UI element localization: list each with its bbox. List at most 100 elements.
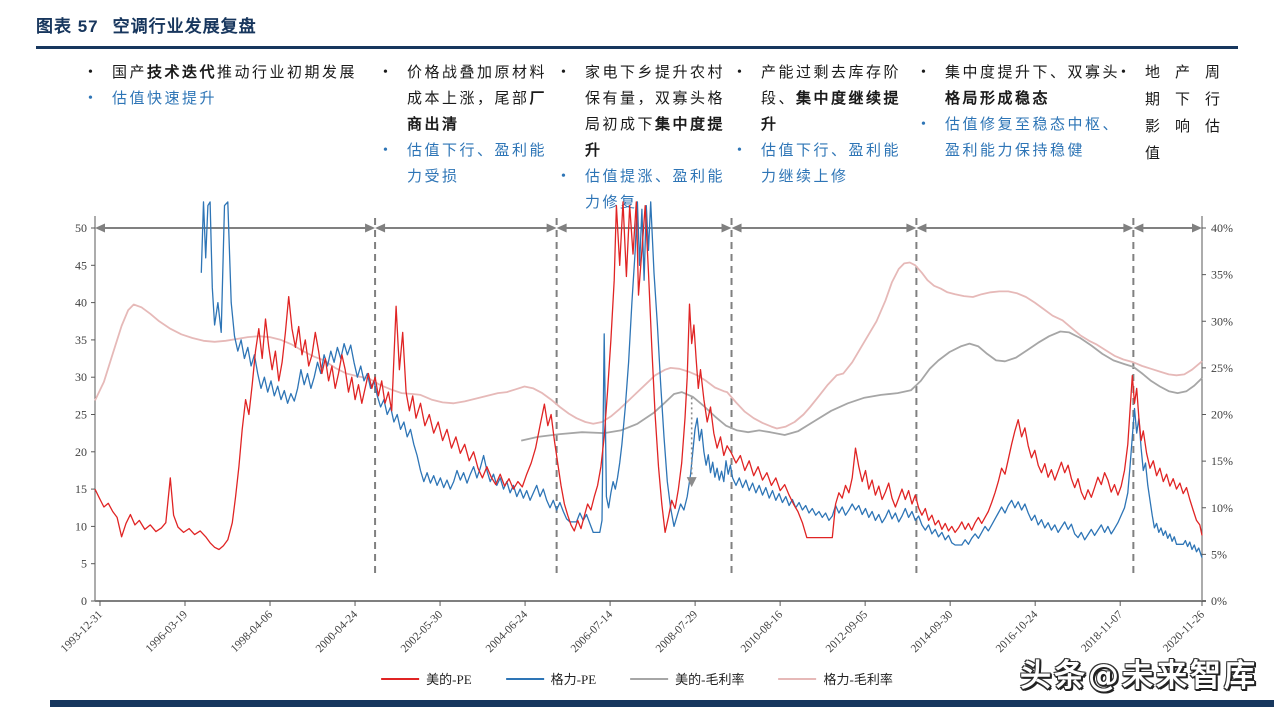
bullet-icon: • xyxy=(88,91,93,106)
legend-item: 格力-PE xyxy=(505,669,597,688)
bullet-icon: • xyxy=(383,143,388,158)
annotation-item: • 家电下乡提升农村保有量，双寡头格局初成下集中度提升 xyxy=(561,60,741,164)
x-tick-label: 2006-07-14 xyxy=(569,608,616,655)
annotation-column-1: • 国产技术迭代推动行业初期发展 • 估值快速提升 xyxy=(88,60,380,112)
annotation-item: • 集中度提升下、双寡头格局形成稳态 xyxy=(921,60,1121,112)
figure-title: 图表 57 空调行业发展复盘 xyxy=(36,12,257,37)
annotation-column-4: • 产能过剩去库存阶段、集中度继续提升 • 估值下行、盈利能力继续上修 xyxy=(737,60,917,190)
legend-label: 美的-PE xyxy=(426,672,472,687)
arrow-left-icon xyxy=(1133,223,1144,233)
y-left-tick-label: 40 xyxy=(75,296,87,310)
y-left-tick-label: 0 xyxy=(81,594,87,608)
arrow-right-icon xyxy=(365,223,376,233)
annotation-item: • 估值提涨、盈利能力修复 xyxy=(561,164,741,216)
annotation-column-5: • 集中度提升下、双寡头格局形成稳态 • 估值修复至稳态中枢、盈利能力保持稳健 xyxy=(921,60,1121,164)
series-midea-margin xyxy=(521,330,1203,442)
annotation-column-2: • 价格战叠加原材料成本上涨，尾部厂商出清 • 估值下行、盈利能力受损 xyxy=(383,60,563,190)
annotation-text: 地产周期下行影响估值 xyxy=(1145,65,1236,162)
annotation-text: 估值下行、盈利能力继续上修 xyxy=(761,143,902,185)
drop-annotation-arrow-icon xyxy=(686,477,697,488)
legend-item: 美的-毛利率 xyxy=(630,669,745,688)
legend-label: 格力-毛利率 xyxy=(823,672,893,687)
x-tick-label: 1998-04-06 xyxy=(229,608,276,655)
annotation-text: 估值下行、盈利能力受损 xyxy=(407,143,548,185)
y-left-tick-label: 50 xyxy=(75,221,87,235)
x-tick-label: 2008-07-29 xyxy=(654,608,701,655)
arrow-right-icon xyxy=(1192,223,1202,233)
bullet-icon: • xyxy=(88,65,93,80)
annotation-item: • 国产技术迭代推动行业初期发展 xyxy=(88,60,380,86)
x-tick-label: 2016-10-24 xyxy=(994,608,1041,655)
y-right-tick-label: 30% xyxy=(1211,314,1233,328)
y-right-tick-label: 25% xyxy=(1211,361,1233,375)
chart-legend: 美的-PE 格力-PE 美的-毛利率 格力-毛利率 xyxy=(381,669,893,688)
y-right-tick-label: 35% xyxy=(1211,268,1233,282)
y-left-tick-label: 15 xyxy=(75,482,87,496)
annotation-text: 估值快速提升 xyxy=(112,91,218,107)
y-left-tick-label: 30 xyxy=(75,370,87,384)
legend-line-swatch xyxy=(778,677,817,680)
y-left-tick-label: 45 xyxy=(75,258,87,272)
y-right-tick-label: 5% xyxy=(1211,547,1227,561)
legend-label: 美的-毛利率 xyxy=(675,672,745,687)
y-left-tick-label: 25 xyxy=(75,408,87,422)
bullet-icon: • xyxy=(921,65,926,80)
x-tick-label: 2002-05-30 xyxy=(399,608,446,655)
arrow-left-icon xyxy=(95,223,105,233)
legend-line-swatch xyxy=(381,677,420,680)
annotation-column-3: • 家电下乡提升农村保有量，双寡头格局初成下集中度提升 • 估值提涨、盈利能力修复 xyxy=(561,60,741,216)
bullet-icon: • xyxy=(561,65,566,80)
bullet-icon: • xyxy=(1121,65,1126,80)
legend-item: 美的-PE xyxy=(381,669,472,688)
bullet-icon: • xyxy=(737,143,742,158)
annotation-item: • 产能过剩去库存阶段、集中度继续提升 xyxy=(737,60,917,138)
x-tick-label: 2020-11-26 xyxy=(1161,608,1207,654)
annotation-item: • 估值下行、盈利能力继续上修 xyxy=(737,138,917,190)
bottom-rule xyxy=(50,700,1274,707)
x-tick-label: 1996-03-19 xyxy=(144,608,191,655)
y-right-tick-label: 0% xyxy=(1211,594,1227,608)
bullet-icon: • xyxy=(561,169,566,184)
bullet-icon: • xyxy=(383,65,388,80)
annotation-text: 估值修复至稳态中枢、盈利能力保持稳健 xyxy=(945,117,1121,159)
figure-title-text: 空调行业发展复盘 xyxy=(112,17,257,36)
arrow-right-icon xyxy=(721,223,732,233)
bullet-icon: • xyxy=(921,117,926,132)
x-tick-label: 2014-09-30 xyxy=(909,608,956,655)
annotation-item: • 价格战叠加原材料成本上涨，尾部厂商出清 xyxy=(383,60,563,138)
x-tick-label: 2012-09-05 xyxy=(824,608,871,655)
annotation-item: • 估值下行、盈利能力受损 xyxy=(383,138,563,190)
arrow-left-icon xyxy=(375,223,386,233)
x-tick-label: 2004-06-24 xyxy=(484,608,531,655)
arrow-right-icon xyxy=(1123,223,1134,233)
annotation-text: 价格战叠加原材料成本上涨，尾部厂商出清 xyxy=(407,65,548,133)
annotation-item: • 地产周期下行影响估值 xyxy=(1121,60,1239,168)
arrow-right-icon xyxy=(546,223,557,233)
annotation-column-6: • 地产周期下行影响估值 xyxy=(1121,60,1239,168)
y-left-tick-label: 10 xyxy=(75,519,87,533)
arrow-left-icon xyxy=(731,223,742,233)
y-right-tick-label: 20% xyxy=(1211,408,1233,422)
annotation-text: 产能过剩去库存阶段、集中度继续提升 xyxy=(761,65,902,133)
legend-line-swatch xyxy=(505,677,544,680)
annotation-text: 集中度提升下、双寡头格局形成稳态 xyxy=(945,65,1121,107)
x-tick-label: 2018-11-07 xyxy=(1079,608,1125,654)
annotation-text: 国产技术迭代推动行业初期发展 xyxy=(112,65,358,81)
arrow-right-icon xyxy=(906,223,917,233)
y-right-tick-label: 40% xyxy=(1211,221,1233,235)
annotation-item: • 估值修复至稳态中枢、盈利能力保持稳健 xyxy=(921,112,1121,164)
y-left-tick-label: 20 xyxy=(75,445,87,459)
y-right-tick-label: 15% xyxy=(1211,454,1233,468)
title-underline xyxy=(36,46,1238,49)
annotation-text: 家电下乡提升农村保有量，双寡头格局初成下集中度提升 xyxy=(585,65,726,159)
annotation-item: • 估值快速提升 xyxy=(88,86,380,112)
arrow-left-icon xyxy=(916,223,927,233)
figure-label: 图表 57 xyxy=(36,17,99,36)
legend-label: 格力-PE xyxy=(550,672,597,687)
y-left-tick-label: 5 xyxy=(81,557,87,571)
legend-line-swatch xyxy=(630,677,669,680)
x-tick-label: 2010-08-16 xyxy=(739,608,786,655)
y-left-tick-label: 35 xyxy=(75,333,87,347)
